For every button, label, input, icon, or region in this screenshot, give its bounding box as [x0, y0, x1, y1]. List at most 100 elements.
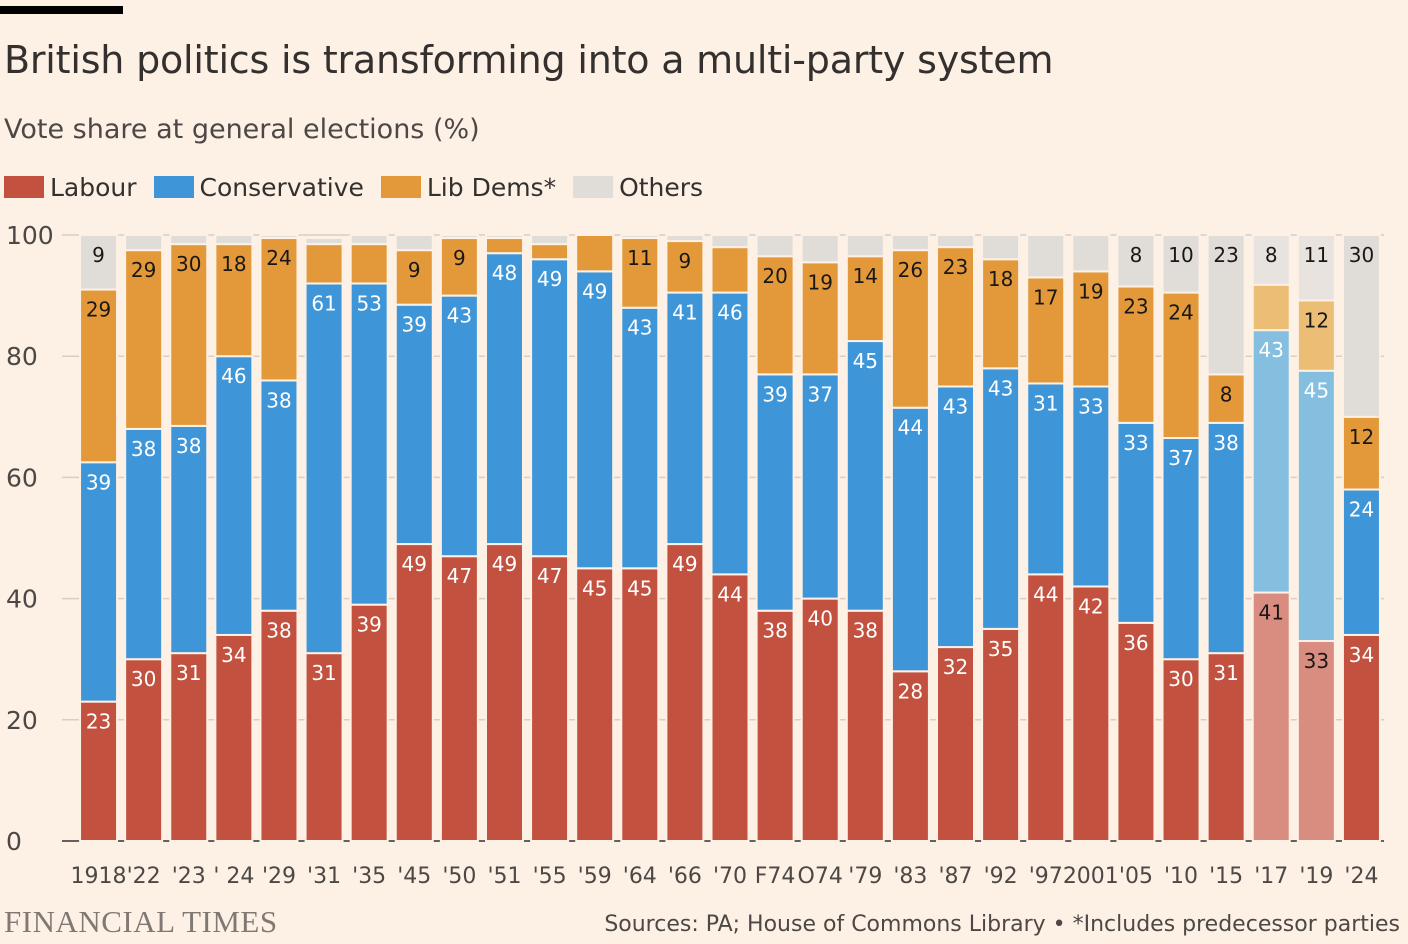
- data-label: 38: [131, 437, 156, 461]
- bar-segment: [1251, 283, 1291, 332]
- legend-item-others: Others: [573, 173, 703, 202]
- data-label: 49: [492, 552, 517, 576]
- bar-segment: [304, 243, 344, 285]
- bar-segment: [620, 567, 660, 842]
- data-label: 49: [402, 552, 427, 576]
- data-label: 24: [266, 246, 291, 270]
- data-label: 33: [1078, 395, 1103, 419]
- data-label: 43: [627, 316, 652, 340]
- x-tick-label: '64: [623, 864, 657, 889]
- bar-segment: [1296, 299, 1336, 372]
- data-label: 38: [762, 619, 787, 643]
- data-label: 20: [762, 264, 787, 288]
- bar-segment: [575, 234, 615, 273]
- bar-segment: [890, 670, 930, 842]
- bar-segment: [1251, 234, 1291, 286]
- x-tick-label: ' 24: [213, 864, 254, 889]
- data-label: 43: [447, 304, 472, 328]
- data-label: 31: [1033, 391, 1058, 415]
- x-tick-label: '55: [533, 864, 567, 889]
- data-label: 31: [1213, 661, 1238, 685]
- bar-segment: [259, 379, 299, 612]
- bar-segment: [890, 234, 930, 252]
- x-tick-label: O74: [798, 864, 843, 889]
- bar-segment: [1026, 382, 1066, 576]
- data-label: 39: [762, 382, 787, 406]
- bar-segment: [79, 288, 119, 464]
- bar-segment: [530, 258, 570, 558]
- legend-swatch-others: [573, 176, 614, 198]
- y-tick-label: 100: [6, 221, 54, 250]
- bar-segment: [845, 340, 885, 612]
- bar-segment: [981, 234, 1021, 261]
- data-label: 19: [807, 270, 832, 294]
- x-tick-label: '23: [172, 864, 206, 889]
- bar-segment: [755, 609, 795, 842]
- data-label: 14: [853, 264, 878, 288]
- data-label: 61: [311, 291, 336, 315]
- ft-logo: FINANCIAL TIMES: [4, 904, 278, 939]
- data-label: 49: [537, 267, 562, 291]
- bar-segment: [349, 603, 389, 842]
- x-tick-label: '35: [352, 864, 386, 889]
- bar-segment: [530, 243, 570, 261]
- data-label: 23: [943, 255, 968, 279]
- bar-segment: [1296, 234, 1336, 302]
- data-label: 42: [1078, 594, 1103, 618]
- bar-segment: [710, 234, 750, 249]
- bar-segment: [981, 627, 1021, 842]
- data-label: 23: [1213, 243, 1238, 267]
- data-label: 31: [311, 661, 336, 685]
- legend-swatch-conservative: [153, 176, 194, 198]
- data-label: 40: [807, 607, 832, 631]
- bar-segment: [890, 406, 930, 673]
- legend-label: Labour: [50, 172, 137, 202]
- bar-segment: [665, 240, 705, 294]
- y-tick-label: 40: [6, 585, 38, 614]
- bar-segment: [169, 652, 209, 843]
- data-label: 41: [1259, 601, 1284, 625]
- bar-segment: [665, 543, 705, 842]
- bar-segment: [936, 385, 976, 649]
- data-label: 45: [582, 576, 607, 600]
- bar-segment: [1161, 437, 1201, 661]
- bar-segment: [1251, 591, 1291, 843]
- x-tick-label: '45: [397, 864, 431, 889]
- bar-segment: [1341, 234, 1381, 418]
- source-note: Sources: PA; House of Commons Library • …: [604, 912, 1400, 937]
- bar-segment: [936, 234, 976, 249]
- data-label: 30: [131, 667, 156, 691]
- bar-segment: [1071, 234, 1111, 273]
- bar-segment: [620, 234, 660, 240]
- x-tick-label: '70: [713, 864, 747, 889]
- x-tick-label: '59: [578, 864, 612, 889]
- bar-segment: [710, 573, 750, 842]
- stacked-bar-chart: 02040608010023392991918303829'22313830'2…: [6, 221, 1384, 889]
- bar-segment: [1251, 329, 1291, 594]
- data-label: 30: [1168, 667, 1193, 691]
- x-tick-label: '29: [262, 864, 296, 889]
- bar-segment: [484, 237, 524, 255]
- bar-segment: [936, 246, 976, 388]
- data-label: 49: [672, 552, 697, 576]
- data-label: 44: [1033, 582, 1058, 606]
- bar-segment: [936, 646, 976, 842]
- data-label: 41: [672, 301, 697, 325]
- bar-segment: [1296, 640, 1336, 842]
- data-label: 43: [988, 376, 1013, 400]
- data-label: 8: [1130, 243, 1143, 267]
- x-tick-label: '87: [938, 864, 972, 889]
- y-tick-label: 80: [6, 342, 38, 371]
- bar-segment: [1116, 421, 1156, 624]
- bar-segment: [1206, 652, 1246, 843]
- bar-segment: [439, 234, 479, 240]
- bar-segment: [304, 282, 344, 655]
- data-label: 9: [679, 249, 692, 273]
- bar-segment: [981, 367, 1021, 630]
- bar-segment: [800, 597, 840, 842]
- x-tick-label: '15: [1209, 864, 1243, 889]
- legend-item-lib-dems: Lib Dems*: [380, 173, 556, 202]
- x-tick-label: F74: [755, 864, 796, 889]
- bar-segment: [259, 609, 299, 842]
- data-label: 43: [1259, 338, 1284, 362]
